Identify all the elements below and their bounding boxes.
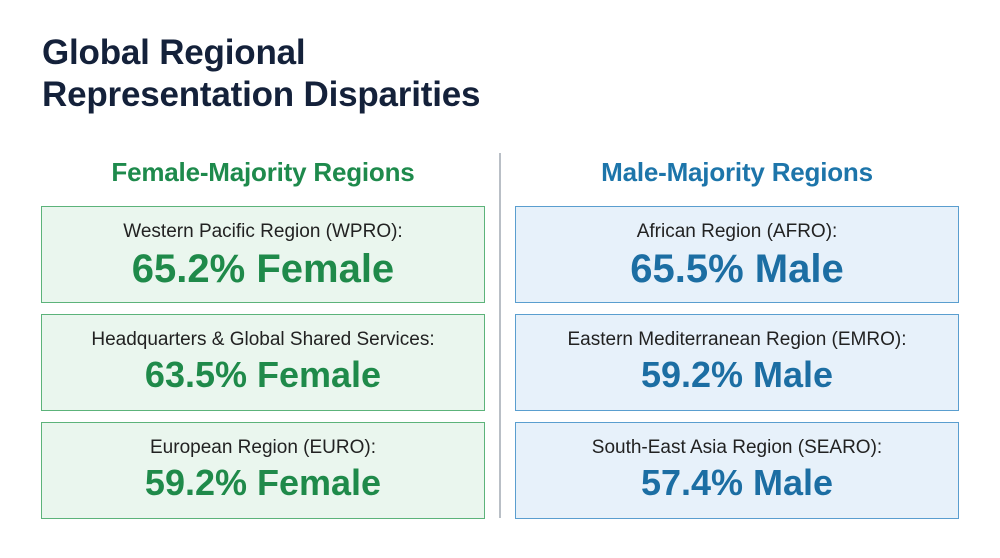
- region-card-value: 59.2% Female: [144, 462, 382, 503]
- page-title-line-2: Representation Disparities: [42, 75, 481, 114]
- region-card-searo: South-East Asia Region (SEARO): 57.4% Ma…: [515, 422, 959, 519]
- male-majority-heading: Male-Majority Regions: [601, 157, 873, 187]
- region-card-afro: African Region (AFRO): 65.5% Male: [515, 206, 959, 303]
- region-card-label: African Region (AFRO):: [636, 221, 838, 242]
- region-card-value: 59.2% Male: [640, 354, 834, 395]
- region-card-emro: Eastern Mediterranean Region (EMRO): 59.…: [515, 314, 959, 411]
- region-card-euro: European Region (EURO): 59.2% Female: [41, 422, 485, 519]
- column-divider: [499, 153, 501, 518]
- region-card-hq: Headquarters & Global Shared Services: 6…: [41, 314, 485, 411]
- page-title: Global Regional Representation Dispariti…: [42, 32, 642, 116]
- region-card-label: Headquarters & Global Shared Services:: [91, 329, 435, 350]
- page-title-line-1: Global Regional: [42, 33, 306, 72]
- region-card-label: Western Pacific Region (WPRO):: [123, 221, 403, 242]
- female-majority-column: Female-Majority Regions Western Pacific …: [41, 150, 485, 519]
- female-majority-heading: Female-Majority Regions: [111, 157, 415, 187]
- region-card-value: 63.5% Female: [144, 354, 382, 395]
- region-card-label: European Region (EURO):: [150, 437, 376, 458]
- male-majority-column: Male-Majority Regions African Region (AF…: [515, 150, 959, 519]
- region-card-label: Eastern Mediterranean Region (EMRO):: [567, 329, 907, 350]
- region-card-wpro: Western Pacific Region (WPRO): 65.2% Fem…: [41, 206, 485, 303]
- region-card-value: 65.2% Female: [131, 247, 395, 291]
- region-card-value: 65.5% Male: [630, 247, 844, 291]
- region-card-value: 57.4% Male: [640, 462, 834, 503]
- region-card-label: South-East Asia Region (SEARO):: [591, 437, 883, 458]
